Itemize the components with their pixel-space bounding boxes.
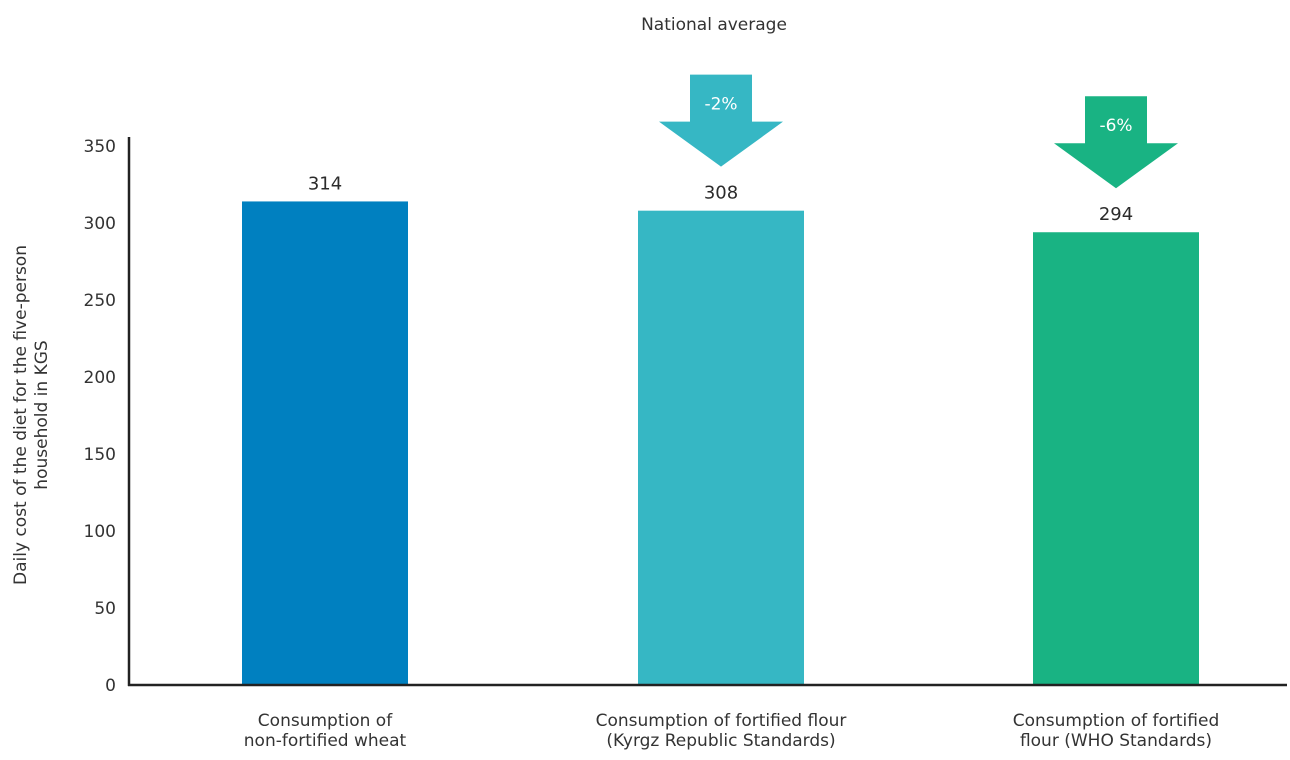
bar	[1033, 232, 1199, 686]
x-tick-label: Consumption of fortified flour	[596, 711, 847, 731]
bars: 314 308 294	[242, 173, 1199, 686]
bar	[638, 210, 804, 685]
arrow-down-icon	[1054, 96, 1178, 189]
chart-title: National average	[641, 15, 787, 35]
y-tick-label: 50	[94, 599, 116, 619]
x-tick-label: non-fortified wheat	[244, 731, 407, 751]
y-tick-label: 150	[84, 445, 116, 465]
y-tick-label: 0	[105, 676, 116, 696]
change-label: -6%	[1099, 116, 1132, 136]
arrow-down-icon	[659, 74, 783, 167]
data-label: 294	[1099, 204, 1133, 225]
y-axis-title: Daily cost of the diet for the five-pers…	[11, 245, 52, 585]
data-label: 314	[308, 173, 342, 194]
x-tick-label: Consumption of fortified	[1013, 711, 1220, 731]
y-axis-title-line: Daily cost of the diet for the five-pers…	[11, 245, 31, 585]
bar	[242, 201, 408, 685]
x-tick-label: Consumption of	[258, 711, 393, 731]
change-label: -2%	[704, 95, 737, 115]
data-label: 308	[704, 183, 738, 204]
y-axis-ticks: 0 50 100 150 200 250 300 350	[84, 137, 116, 696]
y-tick-label: 250	[84, 291, 116, 311]
y-tick-label: 200	[84, 368, 116, 388]
change-annotations: -2% -6%	[659, 74, 1178, 189]
x-tick-label: (Kyrgz Republic Standards)	[606, 731, 835, 751]
y-tick-label: 350	[84, 137, 116, 157]
y-tick-label: 100	[84, 522, 116, 542]
y-axis-title-line: household in KGS	[32, 340, 52, 489]
x-tick-label: flour (WHO Standards)	[1020, 731, 1212, 751]
y-tick-label: 300	[84, 214, 116, 234]
